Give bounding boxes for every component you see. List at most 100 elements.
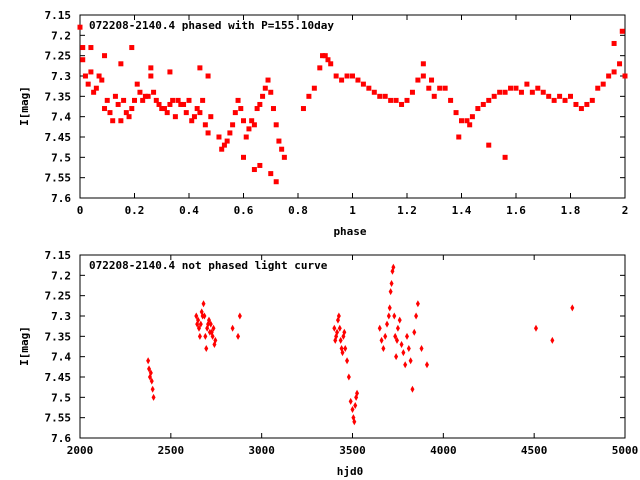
data-point: [279, 146, 285, 152]
data-point: [448, 97, 454, 103]
data-point: [589, 97, 595, 103]
chart-title: 072208-2140.4 not phased light curve: [89, 259, 328, 272]
data-point: [379, 336, 384, 344]
data-point: [410, 385, 415, 393]
data-point: [238, 106, 244, 112]
data-point: [399, 101, 405, 107]
data-point: [121, 97, 127, 103]
data-point: [486, 142, 492, 148]
data-point: [126, 114, 132, 120]
data-point: [480, 101, 486, 107]
data-point: [241, 118, 246, 124]
data-point: [397, 316, 402, 324]
data-point: [198, 320, 203, 328]
data-point: [387, 304, 392, 312]
x-ticks: 2000 2500 3000 3500 4000 4500 5000: [67, 255, 638, 457]
data-point: [265, 77, 271, 83]
data-point: [200, 97, 206, 103]
data-point: [201, 300, 206, 308]
data-point: [415, 77, 421, 83]
data-point: [230, 324, 235, 332]
x-tick-label: 1.2: [397, 204, 417, 217]
data-point: [210, 332, 215, 340]
x-tick-label: 0.4: [179, 204, 199, 217]
data-point: [442, 85, 448, 91]
data-point: [339, 77, 345, 83]
data-point: [164, 110, 170, 116]
data-point: [469, 114, 475, 120]
data-point: [137, 89, 143, 95]
data-point: [348, 397, 353, 405]
data-point: [568, 93, 573, 99]
y-tick-label: 7.15: [45, 9, 72, 22]
data-point: [513, 85, 519, 91]
data-point: [355, 389, 360, 397]
x-tick-label: 0.6: [234, 204, 254, 217]
data-point: [420, 73, 426, 79]
data-point: [77, 24, 83, 30]
data-point: [270, 106, 276, 112]
x-tick-label: 1.6: [506, 204, 526, 217]
data-point: [322, 53, 328, 59]
data-point: [491, 93, 497, 99]
y-tick-label: 7.35: [45, 90, 72, 103]
data-point: [529, 89, 535, 95]
data-point: [254, 106, 260, 112]
data-point: [230, 122, 236, 128]
data-point: [107, 110, 113, 116]
data-point: [118, 118, 124, 124]
data-point: [237, 312, 242, 320]
x-tick-label: 2: [622, 204, 629, 217]
x-tick-label: 1.8: [561, 204, 581, 217]
y-tick-label: 7.6: [51, 432, 71, 445]
data-point: [392, 312, 397, 320]
data-point: [317, 65, 323, 71]
data-point: [251, 122, 257, 128]
data-point: [208, 320, 213, 328]
x-axis-label: hjd0: [337, 465, 364, 478]
y-axis-label: I[mag]: [18, 326, 31, 366]
data-point: [104, 97, 110, 103]
data-point: [208, 114, 214, 120]
data-point: [191, 114, 197, 120]
data-point: [426, 85, 432, 91]
x-tick-label: 4500: [521, 444, 548, 457]
y-tick-label: 7.5: [51, 151, 71, 164]
data-point: [80, 45, 86, 51]
data-point: [260, 93, 266, 99]
data-point: [148, 369, 153, 377]
data-point: [151, 393, 156, 401]
data-point: [344, 73, 350, 79]
data-point: [148, 73, 154, 79]
x-tick-label: 0.8: [288, 204, 308, 217]
data-point: [333, 73, 339, 79]
data-point: [453, 110, 459, 116]
data-point: [518, 89, 524, 95]
x-tick-label: 1.4: [452, 204, 472, 217]
data-point: [99, 77, 105, 83]
data-point: [273, 122, 279, 128]
data-point: [332, 324, 337, 332]
data-point: [578, 106, 584, 112]
data-point: [175, 97, 181, 103]
data-point: [360, 81, 366, 87]
data-point: [257, 101, 263, 107]
data-point: [405, 332, 409, 340]
data-point: [502, 89, 508, 95]
data-point: [202, 122, 208, 128]
data-point: [262, 85, 268, 91]
data-point: [540, 89, 546, 95]
data-point: [611, 69, 617, 75]
data-point: [328, 61, 334, 67]
y-tick-label: 7.3: [51, 310, 71, 323]
data-point: [213, 336, 218, 344]
data-point: [393, 97, 399, 103]
data-point: [153, 97, 159, 103]
data-point: [419, 345, 424, 353]
data-point: [320, 53, 326, 59]
y-tick-label: 7.45: [45, 131, 72, 144]
data-point: [281, 154, 287, 160]
data-point: [159, 106, 165, 112]
data-point: [340, 349, 345, 357]
